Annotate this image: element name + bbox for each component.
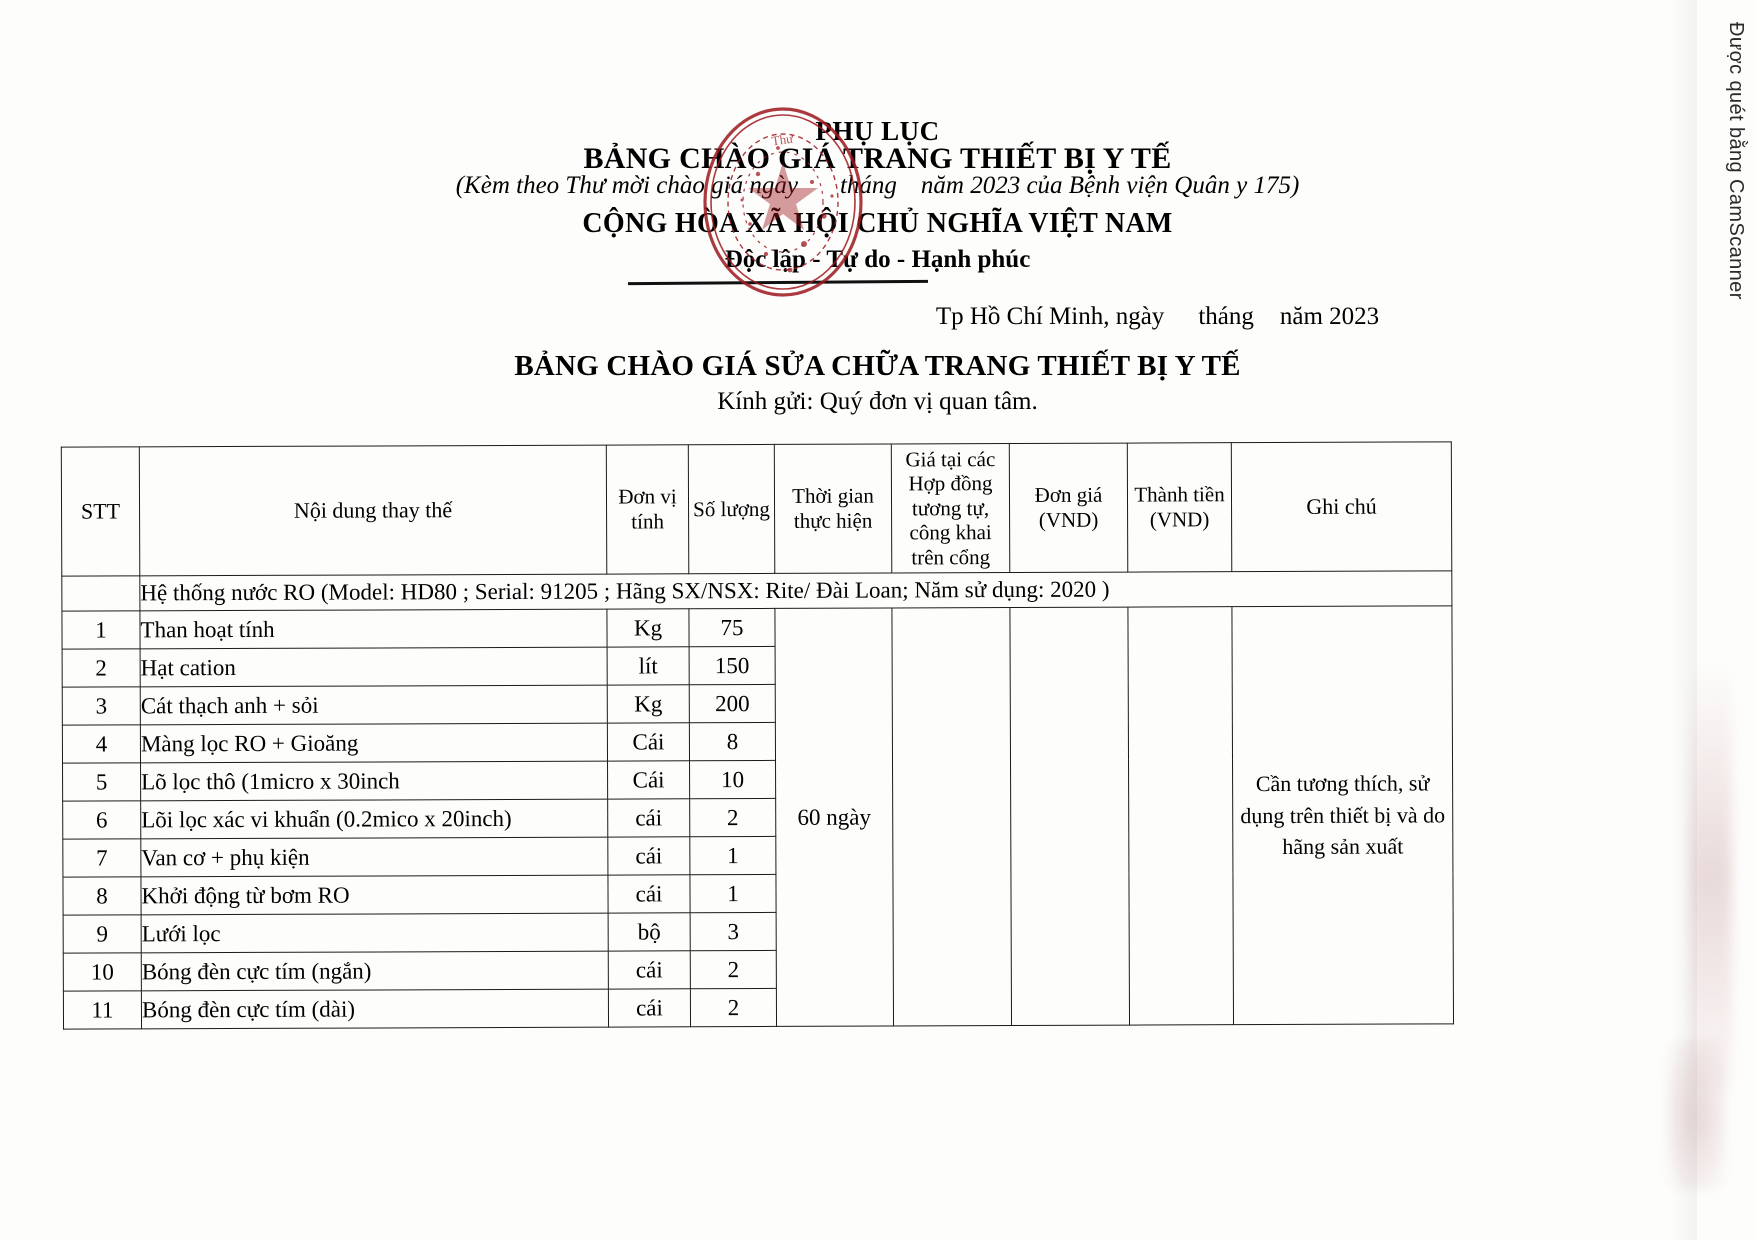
cell-don-vi-tinh: bộ: [608, 912, 691, 952]
page-title: BẢNG CHÀO GIÁ SỬA CHỮA TRANG THIẾT BỊ Y …: [514, 350, 1241, 382]
cell-thoi-gian: 60 ngày: [774, 607, 894, 1027]
cell-noi-dung: Van cơ + phụ kiện: [140, 837, 608, 877]
cell-stt: 11: [63, 990, 142, 1030]
place-and-date-line: Tp Hồ Chí Minh, ngày tháng năm 2023: [0, 303, 1755, 331]
cell-noi-dung: Than hoạt tính: [139, 609, 608, 649]
cell-stt: 6: [62, 800, 141, 840]
cell-so-luong: 8: [689, 722, 776, 761]
cell-so-luong: 200: [689, 684, 776, 723]
attachment-note-part-b: tháng: [839, 172, 897, 199]
place-date-year: năm 2023: [1279, 303, 1380, 330]
cell-don-vi-tinh: Cái: [607, 722, 690, 762]
cell-so-luong: 1: [689, 874, 777, 913]
cell-noi-dung: Màng lọc RO + Gioăng: [140, 723, 608, 763]
cell-don-vi-tinh: cái: [607, 798, 690, 838]
cell-stt: 2: [62, 648, 141, 688]
cell-don-vi-tinh: lít: [607, 646, 690, 686]
cell-stt: 8: [62, 876, 142, 916]
cell-noi-dung: Hạt cation: [140, 647, 608, 687]
document-subtitle: BẢNG CHÀO GIÁ TRANG THIẾT BỊ Y TẾ: [583, 142, 1172, 175]
cell-don-vi-tinh: Kg: [606, 608, 690, 648]
cell-don-gia: [1009, 607, 1130, 1026]
cell-don-vi-tinh: cái: [608, 988, 691, 1028]
cell-noi-dung: Lưới lọc: [141, 913, 609, 953]
cell-noi-dung: Bóng đèn cực tím (ngắn): [141, 951, 609, 991]
cell-so-luong: 2: [689, 798, 776, 837]
scan-smudge-secondary: [1666, 1040, 1726, 1190]
cell-so-luong: 75: [688, 608, 776, 647]
quotation-table: STT Nội dung thay thế Đơn vị tính Số lượ…: [61, 441, 1454, 1076]
equipment-group-label: Hệ thống nước RO (Model: HD80 ; Serial: …: [139, 570, 1452, 611]
table-bottom-strip: [63, 1023, 1454, 1076]
motto-underline: [627, 279, 929, 286]
national-motto: Độc lập - Tự do - Hạnh phúc: [724, 246, 1031, 273]
cell-stt: 1: [61, 610, 141, 650]
table-row: 1 Than hoạt tính Kg 75 60 ngày Cần tương thíc…: [61, 605, 1454, 1027]
column-header-ghi-chu: Ghi chú: [1231, 441, 1452, 572]
cell-ghi-chu: Cần tương thích, sử dụng trên thiết bị v…: [1231, 605, 1454, 1025]
place-date-city: Tp Hồ Chí Minh, ngày: [935, 303, 1165, 330]
cell-noi-dung: Lõi lọc xác vi khuẩn (0.2mico x 20inch): [140, 799, 608, 839]
column-header-gia-hop-dong: Giá tại các Hợp đồng tương tự, công khai…: [891, 443, 1010, 573]
cell-stt: 7: [62, 838, 141, 878]
attachment-note-part-c: năm 2023 của Bệnh viện Quân y 175): [920, 172, 1300, 199]
cell-don-vi-tinh: Kg: [607, 684, 690, 724]
equipment-group-row: Hệ thống nước RO (Model: HD80 ; Serial: …: [61, 570, 1452, 612]
cell-gia-hop-dong: [891, 607, 1012, 1026]
column-header-don-gia: Đơn giá (VND): [1009, 443, 1128, 573]
national-title: CỘNG HÒA XÃ HỘI CHỦ NGHĨA VIỆT NAM: [582, 208, 1173, 239]
place-date-month: tháng: [1198, 303, 1254, 330]
cell-so-luong: 10: [689, 760, 776, 799]
table-bottom-strip-cell: [63, 1023, 1454, 1076]
table-body: Hệ thống nước RO (Model: HD80 ; Serial: …: [61, 570, 1454, 1076]
cell-so-luong: 2: [690, 950, 777, 989]
cell-noi-dung: Cát thạch anh + sỏi: [140, 685, 608, 725]
cell-so-luong: 3: [690, 912, 777, 951]
column-header-noi-dung: Nội dung thay thế: [139, 445, 607, 576]
cell-stt: 4: [62, 724, 141, 764]
column-header-stt: STT: [61, 446, 140, 577]
cell-noi-dung: Lõ lọc thô (1micro x 30inch: [140, 761, 608, 801]
column-header-thoi-gian: Thời gian thực hiện: [774, 443, 892, 574]
cell-stt: 10: [63, 952, 142, 992]
scan-smudge: [1690, 660, 1732, 1090]
cell-stt: 5: [62, 762, 141, 802]
column-header-thanh-tien: Thành tiền (VND): [1127, 442, 1232, 573]
recipient-line: Kính gửi: Quý đơn vị quan tâm.: [717, 388, 1038, 415]
table-header-row: STT Nội dung thay thế Đơn vị tính Số lượ…: [61, 441, 1452, 577]
cell-noi-dung: Khởi động từ bơm RO: [140, 875, 609, 915]
cell-don-vi-tinh: cái: [607, 836, 690, 876]
cell-don-vi-tinh: Cái: [607, 760, 690, 800]
cell-so-luong: 1: [689, 836, 776, 875]
attachment-note: (Kèm theo Thư mời chào giá ngày tháng năm …: [0, 172, 1755, 200]
group-row-spacer: [61, 575, 140, 612]
attachment-note-part-a: (Kèm theo Thư mời chào giá ngày: [455, 172, 798, 199]
cell-so-luong: 150: [689, 646, 776, 685]
camscanner-watermark: Được quét bằng CamScanner: [1725, 22, 1747, 300]
column-header-so-luong: Số lượng: [688, 444, 775, 574]
cell-thanh-tien: [1127, 606, 1234, 1026]
cell-don-vi-tinh: cái: [608, 950, 691, 990]
cell-don-vi-tinh: cái: [607, 874, 691, 914]
cell-stt: 9: [63, 914, 142, 954]
quotation-table-container: STT Nội dung thay thế Đơn vị tính Số lượ…: [61, 441, 1454, 1076]
cell-noi-dung: Bóng đèn cực tím (dài): [141, 989, 609, 1029]
cell-stt: 3: [62, 686, 141, 726]
cell-so-luong: 2: [690, 988, 777, 1027]
column-header-don-vi-tinh: Đơn vị tính: [606, 444, 689, 575]
